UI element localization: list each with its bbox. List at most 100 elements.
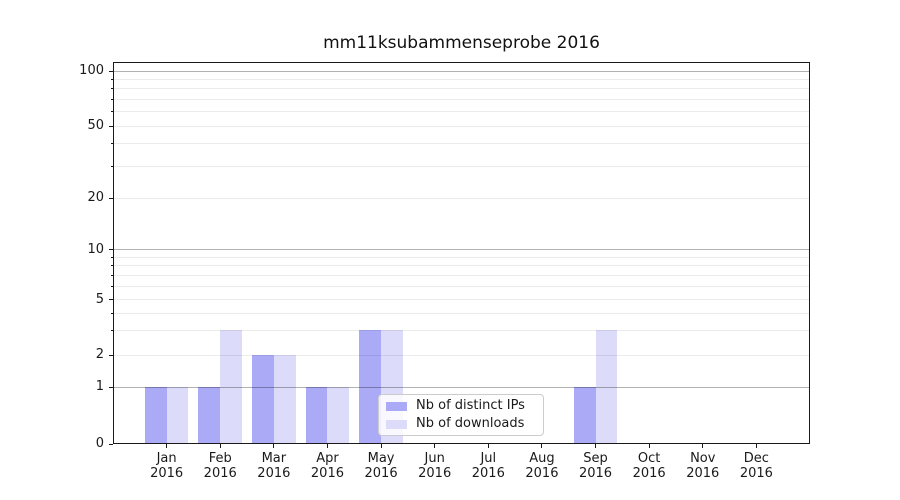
bar-feb-distinct-ips bbox=[198, 387, 221, 444]
x-tick bbox=[595, 444, 597, 448]
x-tick-label-month: Jan bbox=[156, 451, 177, 466]
y-minor-tick bbox=[111, 312, 113, 314]
x-tick bbox=[166, 444, 168, 448]
y-tick bbox=[109, 354, 113, 356]
x-tick-label-jul: Jul 2016 bbox=[456, 451, 520, 481]
x-tick-label-year: 2016 bbox=[310, 466, 344, 481]
x-tick bbox=[487, 444, 489, 448]
bar-jan-distinct-ips bbox=[144, 387, 167, 444]
x-tick-label-year: 2016 bbox=[578, 466, 613, 481]
bar-apr-downloads bbox=[327, 387, 350, 444]
gridline-minor bbox=[113, 78, 810, 80]
x-tick-label-month: Oct bbox=[637, 451, 661, 466]
x-tick-label-nov: Nov 2016 bbox=[671, 451, 735, 481]
y-tick-label: 1 bbox=[95, 379, 104, 394]
gridline-major bbox=[113, 249, 810, 250]
x-tick-label-dec: Dec 2016 bbox=[724, 451, 788, 481]
bar-mar-downloads bbox=[273, 355, 296, 444]
x-tick-label-month: Apr bbox=[316, 451, 339, 466]
gridline-minor bbox=[113, 98, 810, 100]
y-minor-tick bbox=[111, 329, 113, 331]
gridline-minor bbox=[113, 197, 810, 199]
x-tick-label-feb: Feb 2016 bbox=[188, 451, 252, 481]
bar-sep-distinct-ips bbox=[573, 387, 596, 444]
gridline-minor bbox=[113, 329, 810, 331]
y-tick-label: 2 bbox=[95, 347, 104, 362]
y-tick bbox=[109, 386, 113, 388]
chart-title: mm11ksubammenseprobe 2016 bbox=[323, 33, 600, 53]
bar-sep-downloads bbox=[595, 330, 618, 444]
bar-apr-distinct-ips bbox=[305, 387, 328, 444]
y-tick-label: 100 bbox=[79, 63, 104, 78]
x-tick bbox=[648, 444, 650, 448]
x-tick bbox=[541, 444, 543, 448]
plot-area bbox=[113, 62, 810, 444]
x-tick bbox=[434, 444, 436, 448]
x-tick-label-year: 2016 bbox=[471, 466, 505, 481]
x-tick-label-month: Dec bbox=[743, 451, 769, 466]
x-tick-label-may: May 2016 bbox=[349, 451, 413, 481]
gridline-major bbox=[113, 386, 810, 388]
y-tick-label: 50 bbox=[87, 118, 104, 133]
x-tick-label-month: Feb bbox=[208, 451, 232, 466]
gridline-minor bbox=[113, 88, 810, 90]
bar-feb-downloads bbox=[220, 330, 243, 444]
gridline-minor bbox=[113, 125, 810, 127]
bar-mar-distinct-ips bbox=[252, 355, 274, 444]
y-minor-tick bbox=[111, 88, 113, 90]
x-tick-label-mar: Mar 2016 bbox=[242, 451, 306, 481]
x-tick-label-year: 2016 bbox=[150, 466, 184, 481]
gridline-minor bbox=[113, 165, 810, 167]
gridline-minor bbox=[113, 111, 810, 113]
x-tick-label-month: Jun bbox=[424, 451, 445, 466]
x-tick-label-year: 2016 bbox=[632, 466, 666, 481]
x-tick-label-year: 2016 bbox=[686, 466, 720, 481]
gridline-minor bbox=[113, 312, 810, 314]
x-tick bbox=[702, 444, 704, 448]
y-tick bbox=[109, 249, 113, 250]
x-tick-label-oct: Oct 2016 bbox=[617, 451, 681, 481]
x-tick-label-jan: Jan 2016 bbox=[135, 451, 199, 481]
x-tick-label-sep: Sep 2016 bbox=[564, 451, 628, 481]
y-minor-tick bbox=[111, 165, 113, 167]
legend-swatch-distinct-ips bbox=[386, 401, 407, 411]
x-tick bbox=[219, 444, 221, 448]
y-minor-tick bbox=[111, 256, 113, 258]
x-tick bbox=[755, 444, 757, 448]
gridline-minor bbox=[113, 299, 810, 300]
x-tick-label-year: 2016 bbox=[364, 466, 398, 481]
y-minor-tick bbox=[111, 111, 113, 113]
y-tick-label: 10 bbox=[87, 241, 104, 257]
gridline-minor bbox=[113, 256, 810, 258]
legend-label-downloads: Nb of downloads bbox=[416, 416, 525, 431]
y-minor-tick bbox=[111, 274, 113, 276]
y-minor-tick bbox=[111, 78, 113, 80]
x-tick-label-jun: Jun 2016 bbox=[403, 451, 467, 481]
x-tick-label-year: 2016 bbox=[739, 466, 773, 481]
x-tick-label-month: Nov bbox=[690, 451, 716, 466]
legend: Nb of distinct IPs Nb of downloads bbox=[378, 394, 544, 436]
gridline-minor bbox=[113, 354, 810, 356]
legend-item-downloads: Nb of downloads bbox=[386, 416, 543, 432]
gridline-major bbox=[113, 70, 810, 72]
x-tick bbox=[380, 444, 382, 448]
y-tick bbox=[109, 299, 113, 300]
legend-swatch-downloads bbox=[386, 419, 407, 429]
y-minor-tick bbox=[111, 143, 113, 145]
x-tick-label-month: Aug bbox=[529, 451, 555, 466]
x-tick-label-apr: Apr 2016 bbox=[295, 451, 359, 481]
x-tick-label-year: 2016 bbox=[257, 466, 291, 481]
x-tick-label-month: Sep bbox=[583, 451, 608, 466]
x-tick-label-month: Mar bbox=[261, 451, 287, 466]
y-tick-label: 20 bbox=[87, 190, 104, 205]
x-tick bbox=[326, 444, 328, 448]
gridline-minor bbox=[113, 265, 810, 267]
y-tick-label: 0 bbox=[95, 436, 104, 451]
y-tick bbox=[109, 443, 113, 445]
y-minor-tick bbox=[111, 285, 113, 287]
x-tick-label-year: 2016 bbox=[525, 466, 559, 481]
